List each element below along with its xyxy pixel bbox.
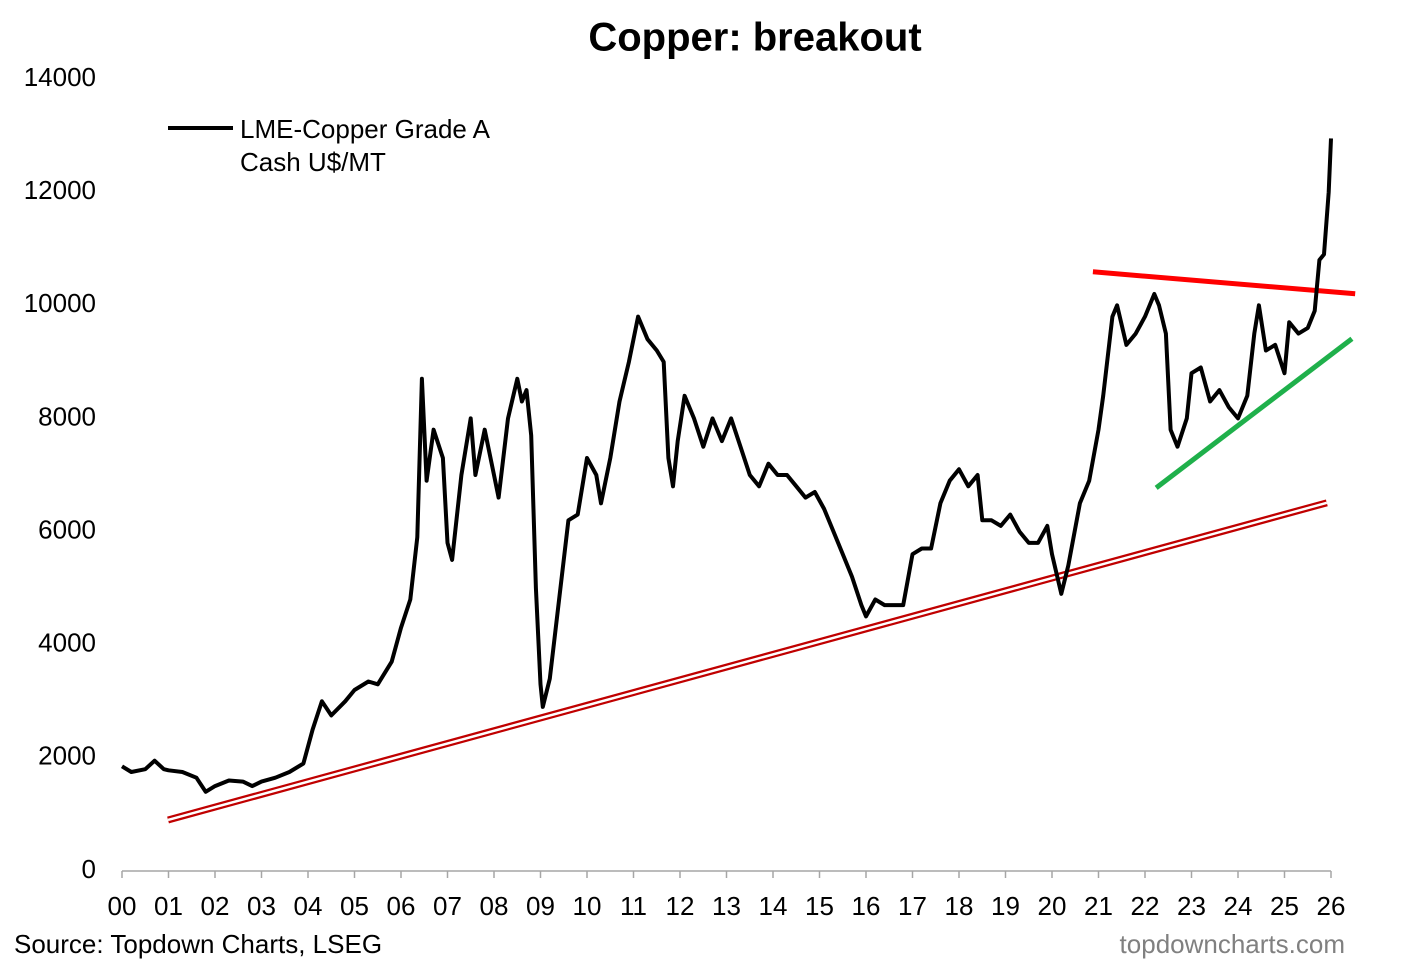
x-tick-label: 26: [1317, 891, 1346, 921]
x-tick-label: 09: [526, 891, 555, 921]
x-tick-label: 15: [805, 891, 834, 921]
price-line: [120, 138, 1333, 794]
y-tick-label: 4000: [38, 628, 96, 658]
trend-line: [1092, 269, 1356, 297]
x-tick-label: 24: [1224, 891, 1253, 921]
x-tick-label: 03: [247, 891, 276, 921]
source-note: Source: Topdown Charts, LSEG: [14, 929, 382, 959]
trend-line: [1154, 336, 1354, 490]
x-tick-label: 11: [620, 891, 647, 921]
x-tick-label: 14: [759, 891, 788, 921]
x-tick-label: 08: [480, 891, 509, 921]
x-tick-label: 19: [991, 891, 1020, 921]
chart-title: Copper: breakout: [588, 16, 921, 60]
x-tick-label: 10: [573, 891, 602, 921]
x-tick-label: 22: [1131, 891, 1160, 921]
x-tick-label: 00: [108, 891, 137, 921]
x-tick-label: 25: [1270, 891, 1299, 921]
x-tick-label: 04: [294, 891, 323, 921]
x-tick-label: 13: [712, 891, 741, 921]
x-tick-label: 12: [666, 891, 695, 921]
x-tick-label: 06: [387, 891, 416, 921]
x-tick-label: 17: [898, 891, 927, 921]
x-tick-label: 05: [340, 891, 369, 921]
x-tick-label: 01: [154, 891, 183, 921]
x-tick-label: 18: [945, 891, 974, 921]
x-tick-label: 21: [1084, 891, 1113, 921]
x-tick-label: 02: [201, 891, 230, 921]
y-tick-label: 12000: [24, 175, 96, 205]
x-tick-label: 07: [433, 891, 462, 921]
trend-line-inner: [167, 501, 1328, 822]
y-tick-label: 8000: [38, 401, 96, 431]
y-tick-label: 6000: [38, 514, 96, 544]
watermark: topdowncharts.com: [1120, 929, 1345, 959]
x-tick-label: 16: [852, 891, 881, 921]
y-tick-label: 10000: [24, 288, 96, 318]
legend-label: LME-Copper Grade A Cash U$/MT: [240, 114, 489, 177]
y-tick-label: 0: [82, 854, 96, 884]
y-tick-label: 2000: [38, 741, 96, 771]
x-tick-label: 20: [1038, 891, 1067, 921]
y-tick-label: 14000: [24, 62, 96, 92]
x-tick-label: 23: [1177, 891, 1206, 921]
